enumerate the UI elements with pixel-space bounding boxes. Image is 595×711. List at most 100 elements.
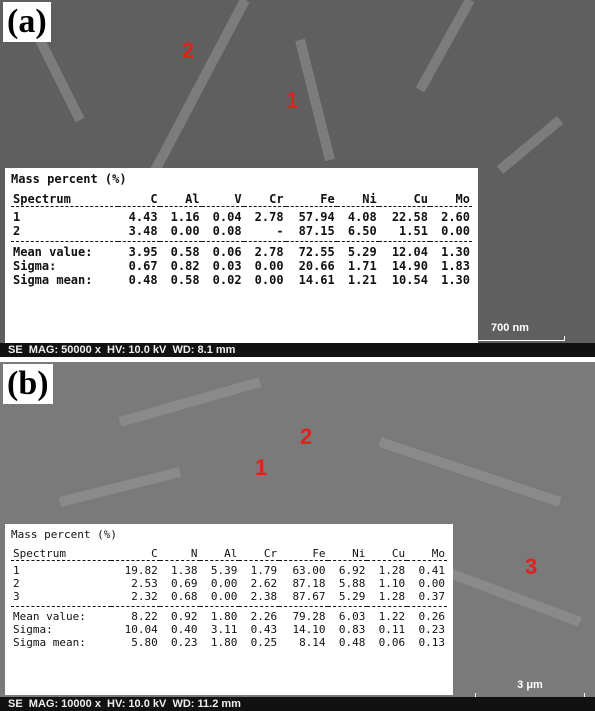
table-cell: 0.58	[159, 241, 202, 259]
header-cell: Fe	[320, 192, 335, 206]
table-cell: 5.29	[336, 241, 379, 259]
sem-panel: (b) 2 1 3 Mass percent (%) Spectrum C N Al Cr Fe Ni…	[0, 362, 595, 711]
table-cell: 1.71	[347, 259, 377, 273]
header-cell: Ni	[362, 192, 377, 206]
table-cell: 0.00	[441, 224, 470, 238]
header-cell: Cr	[263, 547, 278, 560]
table-cell: 12.04	[378, 241, 430, 259]
header-cell: Cu	[413, 192, 428, 206]
texture-streak	[295, 38, 335, 162]
table-cell: 8.14	[299, 636, 326, 649]
table-cell: 0.37	[418, 590, 446, 603]
table-cell: 6.92	[327, 560, 368, 577]
table-cell: 0.48	[338, 636, 366, 649]
header-cell: Mo	[431, 547, 445, 560]
table-cell: 1.21	[347, 273, 377, 287]
table-row: Mean value: 8.22 0.92 1.80 2.26 79.28 6.03 1.22…	[11, 606, 447, 623]
table-row: Sigma mean: 5.80 0.23 1.80 0.25 8.14 0.48 0.06 0…	[11, 636, 447, 652]
texture-streak	[58, 467, 182, 507]
texture-streak	[145, 0, 250, 183]
table-cell: 2	[13, 577, 20, 590]
table-cell: 8.22	[111, 606, 160, 623]
table-cell: 1	[11, 560, 112, 577]
table-cell: 2.38	[250, 590, 278, 603]
table-cell: 6.50	[347, 224, 377, 238]
table-cell: 2.53	[131, 577, 158, 590]
table-cell: 0.11	[378, 623, 406, 636]
scale-bar: 3 μm	[475, 679, 585, 698]
table-cell: 2	[13, 224, 21, 238]
table-cell: 0.69	[171, 577, 198, 590]
table-cell: 0.68	[171, 590, 198, 603]
table-cell: 2.78	[243, 241, 286, 259]
table-cell: 3.48	[128, 224, 158, 238]
table-cell: 1.10	[378, 577, 406, 590]
table-cell: 0.13	[418, 636, 446, 649]
table-cell: 1	[11, 206, 118, 224]
sem-footer: SE MAG: 50000 x HV: 10.0 kV WD: 8.1 mm	[0, 343, 595, 357]
table-cell: 57.94	[285, 206, 337, 224]
table-cell: 19.82	[111, 560, 160, 577]
table-row: 2 3.48 0.00 0.08 -87.15 6.50 1.51 0.00	[11, 224, 472, 242]
table-cell: 79.28	[279, 606, 328, 623]
scale-label: 700 nm	[491, 322, 529, 334]
table-cell: 6.03	[327, 606, 368, 623]
table-cell: 0.08	[212, 224, 242, 238]
table-cell: 87.67	[292, 590, 326, 603]
table-cell: 10.04	[124, 623, 158, 636]
table-row: 2 2.53 0.69 0.00 2.62 87.18 5.88 1.10 0.00	[11, 577, 447, 590]
table-cell: 1.83	[441, 259, 470, 273]
table-cell: Sigma:	[13, 259, 57, 273]
table-cell: Sigma mean:	[13, 273, 93, 287]
table-cell: 0.67	[128, 259, 158, 273]
table-cell: 0.06	[378, 636, 406, 649]
sem-footer: SE MAG: 10000 x HV: 10.0 kV WD: 11.2 mm	[0, 697, 595, 711]
texture-streak	[35, 37, 85, 123]
table-cell: 0.26	[407, 606, 447, 623]
header-cell: Fe	[312, 547, 326, 560]
table-cell: 10.54	[391, 273, 428, 287]
table-row: Mean value: 3.95 0.58 0.06 2.78 72.55 5.29 12.0…	[11, 241, 472, 259]
eds-table: Mass percent (%) Spectrum C Al V Cr Fe Ni Cu Mo 1 4…	[5, 168, 478, 343]
table-title: Mass percent (%)	[11, 172, 127, 186]
table-row: Sigma: 0.67 0.82 0.03 0.00 20.66 1.71 14.90 1.83	[11, 259, 472, 273]
spectrum-marker: 2	[182, 38, 195, 63]
table-cell: 0.23	[418, 623, 446, 636]
table-cell: 0.00	[210, 590, 238, 603]
table-cell: 5.39	[199, 560, 240, 577]
table-cell: -	[276, 224, 284, 238]
table-cell: Sigma:	[13, 623, 53, 636]
header-cell: V	[234, 192, 242, 206]
table-cell: 5.88	[338, 577, 366, 590]
texture-streak	[378, 437, 562, 507]
spectrum-marker: 2	[300, 424, 313, 449]
table: Spectrum C Al V Cr Fe Ni Cu Mo 1 4.43 1.16 0.04 2.78 5…	[11, 192, 472, 290]
header-cell: Al	[185, 192, 200, 206]
table-rows: 1 19.82 1.38 5.39 1.79 63.00 6.92 1.28 0.41 2 2.53…	[11, 560, 447, 607]
table-cell: 5.29	[338, 590, 366, 603]
table-cell: Sigma mean:	[13, 636, 86, 649]
header-row: Spectrum C N Al Cr Fe Ni Cu Mo	[11, 547, 447, 561]
table-stats: Mean value: 8.22 0.92 1.80 2.26 79.28 6.03 1.22…	[11, 606, 447, 653]
header-cell: Spectrum	[13, 192, 71, 206]
scale-line	[455, 336, 565, 341]
spectrum-marker: 1	[255, 455, 268, 480]
table-cell: 87.18	[292, 577, 326, 590]
table-cell: 1.30	[429, 241, 472, 259]
table-cell: 0.00	[170, 224, 200, 238]
table-cell: 14.90	[391, 259, 428, 273]
scale-bar: 700 nm	[455, 322, 565, 341]
table-cell: 2.60	[429, 206, 472, 224]
table-cell: Mean value:	[11, 606, 112, 623]
table-cell: 5.80	[131, 636, 158, 649]
table-cell: 3.11	[210, 623, 238, 636]
table-cell: 1.22	[367, 606, 408, 623]
panel-label: (b)	[3, 364, 53, 404]
table-cell: 0.83	[338, 623, 366, 636]
table-cell: 72.55	[285, 241, 337, 259]
header-cell: Cr	[269, 192, 284, 206]
table-cell: 0.00	[418, 577, 446, 590]
table-cell: 4.43	[117, 206, 160, 224]
header-cell: Mo	[455, 192, 470, 206]
table-cell: 0.00	[254, 259, 284, 273]
